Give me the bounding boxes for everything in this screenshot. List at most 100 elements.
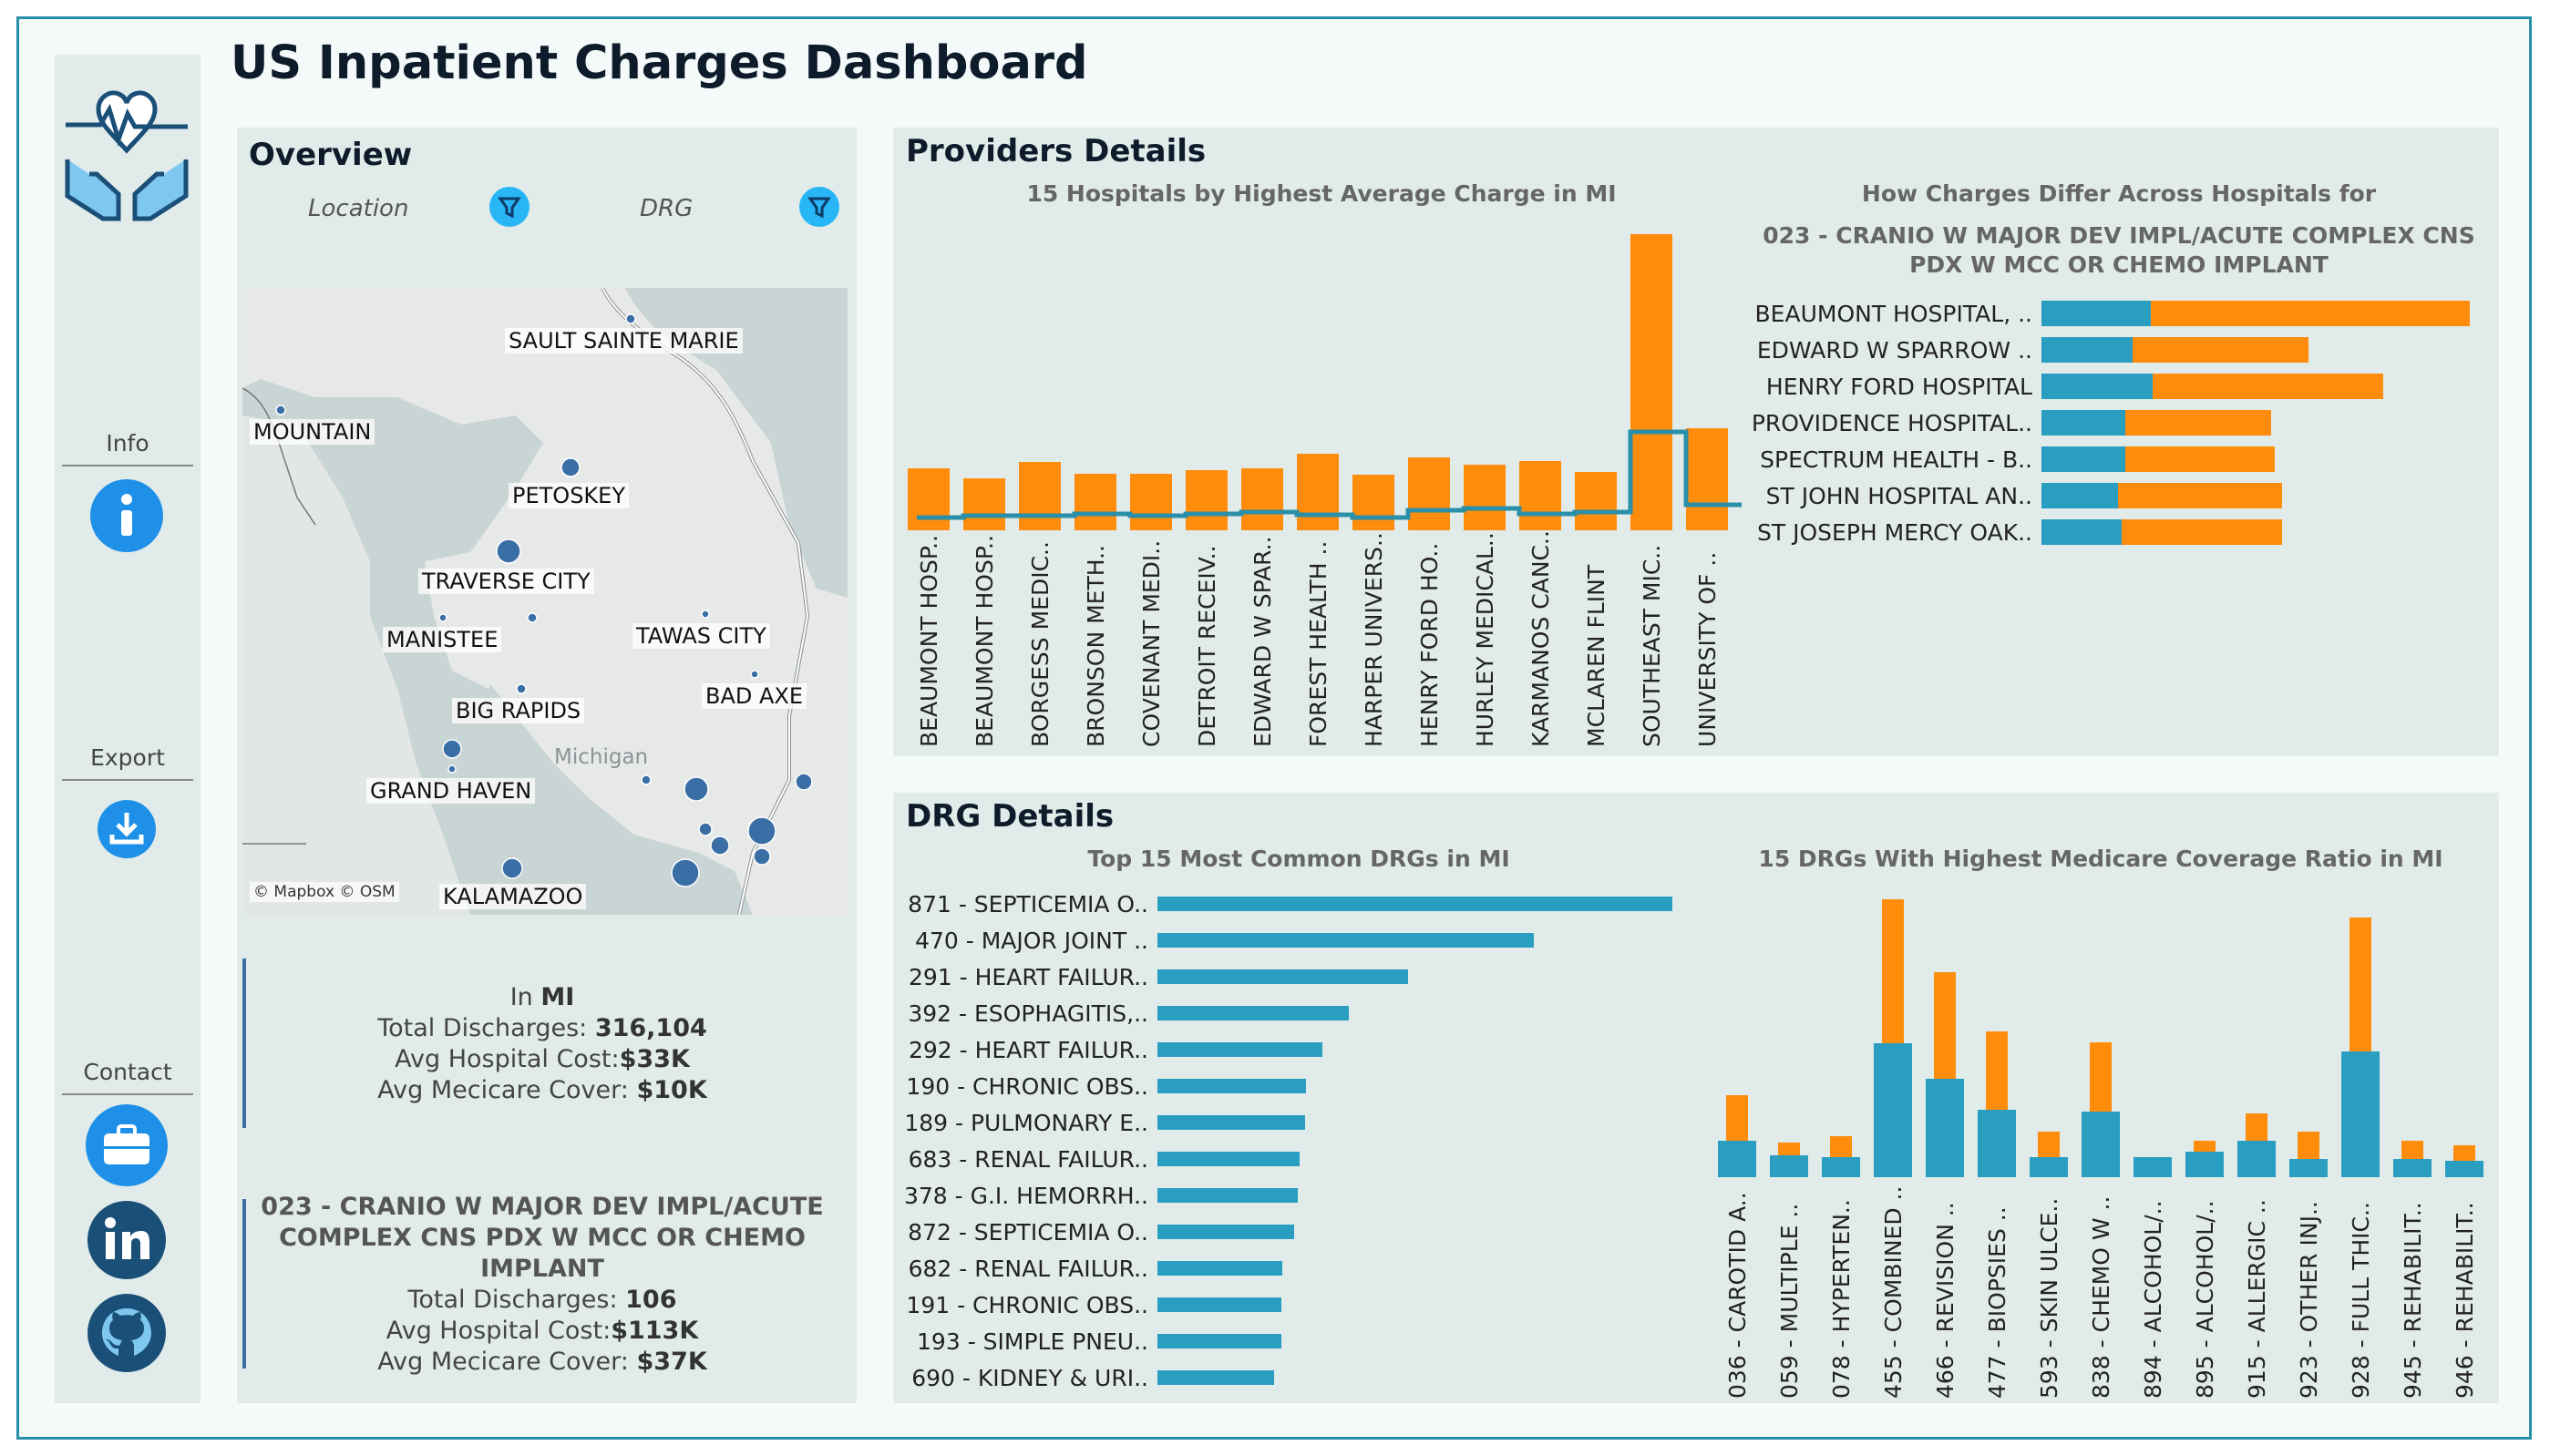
filter-icon	[807, 197, 831, 219]
map-land	[242, 288, 848, 915]
drg-tick-label: 477 - BIOPSIES ..	[1984, 1206, 2010, 1399]
coverage-bar	[2082, 1112, 2120, 1177]
coverage-bar	[2041, 374, 2153, 399]
coverage-bar	[2237, 1141, 2276, 1177]
divider	[62, 465, 193, 467]
github-icon	[102, 1308, 151, 1356]
coverage-bar	[1926, 1079, 1964, 1177]
coverage-bar	[1874, 1043, 1912, 1177]
page-title: US Inpatient Charges Dashboard	[231, 36, 1088, 90]
heart-hands-logo-icon	[65, 90, 189, 221]
divider	[62, 779, 193, 781]
drg-row-label: 470 - MAJOR JOINT ..	[915, 928, 1148, 954]
overview-title: Overview	[249, 137, 413, 173]
drg-tick-label: 466 - REVISION ..	[1932, 1202, 1959, 1399]
hospital-tick-label: HARPER UNIVERS..	[1361, 532, 1387, 747]
hospital-tick-label: BORGESS MEDIC..	[1027, 541, 1054, 747]
location-filter-button[interactable]	[489, 187, 530, 227]
portfolio-button[interactable]	[86, 1104, 168, 1186]
drg-bar	[1157, 933, 1534, 948]
github-button[interactable]	[87, 1294, 166, 1372]
drg-bar	[1157, 1188, 1298, 1203]
discharges-value: 106	[625, 1286, 677, 1314]
drg-bar	[1157, 1152, 1300, 1166]
drg-bar	[1157, 1079, 1306, 1093]
drg-tick-label: 945 - REHABILIT..	[2400, 1202, 2426, 1399]
hospital-row-label: PROVIDENCE HOSPITAL..	[1752, 410, 2032, 436]
coverage-bar	[1978, 1110, 2016, 1177]
state-name: MI	[540, 983, 575, 1011]
coverage-bar	[1822, 1157, 1860, 1177]
info-icon	[121, 494, 132, 536]
drg-bar	[1157, 1225, 1294, 1239]
michigan-map[interactable]: SAULT SAINTE MARIE MOUNTAIN PETOSKEY TRA…	[242, 288, 848, 915]
cover-value: $10K	[636, 1076, 707, 1104]
discharges-label: Total Discharges:	[377, 1014, 595, 1042]
map-city-label: KALAMAZOO	[439, 884, 587, 909]
coverage-bar	[2341, 1051, 2380, 1177]
coverage-bar	[2041, 337, 2133, 363]
drg-tick-label: 895 - ALCOHOL/..	[2192, 1200, 2218, 1399]
accent-bar	[242, 959, 246, 1128]
coverage-bar	[2041, 519, 2122, 545]
contact-label: Contact	[83, 1059, 172, 1085]
hospital-tick-label: EDWARD W SPAR..	[1249, 536, 1276, 747]
hospital-bar	[1074, 474, 1116, 530]
hospital-bar	[1686, 428, 1728, 530]
hospital-bar	[1130, 474, 1172, 530]
state-prefix: In	[509, 983, 541, 1011]
drg-bar	[1157, 1334, 1281, 1348]
drg-tick-label: 036 - CAROTID A..	[1724, 1192, 1751, 1399]
hospital-tick-label: DETROIT RECEIV..	[1194, 545, 1220, 747]
chart-title: How Charges Differ Across Hospitals for	[1861, 180, 2377, 207]
coverage-bar	[2041, 483, 2118, 508]
map-city-label: TRAVERSE CITY	[418, 569, 594, 594]
hospital-bar	[1464, 465, 1506, 530]
hospital-row-label: EDWARD W SPARROW ..	[1757, 337, 2032, 364]
cost-value: $113K	[611, 1317, 699, 1345]
coverage-bar	[2041, 446, 2125, 472]
map-city-label: GRAND HAVEN	[366, 778, 536, 804]
map-city-label: MANISTEE	[383, 627, 502, 652]
coverage-bar	[2041, 301, 2151, 326]
drg-row-label: 872 - SEPTICEMIA O..	[908, 1219, 1148, 1246]
export-button[interactable]	[98, 800, 156, 858]
drg-filter-label: DRG	[640, 195, 694, 222]
hospital-bar	[1352, 475, 1394, 530]
hospital-row-label: SPECTRUM HEALTH - B..	[1760, 446, 2032, 473]
drg-row-label: 292 - HEART FAILUR..	[909, 1037, 1148, 1063]
map-city-label: BAD AXE	[702, 683, 807, 709]
drg-bar	[1157, 1006, 1349, 1020]
drg-tick-label: 928 - FULL THIC..	[2348, 1202, 2374, 1399]
accent-bar	[242, 1199, 246, 1369]
info-button[interactable]	[90, 479, 163, 552]
map-city-label: SAULT SAINTE MARIE	[505, 328, 743, 354]
drg-bar	[1157, 1370, 1274, 1385]
drg-row-label: 189 - PULMONARY E..	[904, 1110, 1148, 1136]
map-credit: © Mapbox © OSM	[250, 882, 399, 902]
drg-bar	[1157, 1297, 1281, 1312]
drg-filter-button[interactable]	[799, 187, 839, 227]
chart-title: 023 - CRANIO W MAJOR DEV IMPL/ACUTE COMP…	[1763, 222, 2475, 249]
drg-row-label: 193 - SIMPLE PNEU..	[917, 1328, 1148, 1355]
hospital-tick-label: UNIVERSITY OF ..	[1694, 552, 1721, 747]
coverage-bar	[2445, 1161, 2483, 1177]
hospital-tick-label: KARMANOS CANC..	[1527, 530, 1554, 747]
filter-icon	[498, 197, 521, 219]
map-city-label: PETOSKEY	[509, 483, 629, 508]
drg-bar	[1157, 1115, 1305, 1130]
cost-label: Avg Hospital Cost:	[395, 1045, 620, 1073]
hospital-tick-label: HURLEY MEDICAL..	[1472, 532, 1498, 747]
drg-row-label: 683 - RENAL FAILUR..	[909, 1146, 1148, 1173]
hospital-bar	[1186, 470, 1228, 530]
providers-title: Providers Details	[906, 133, 1207, 169]
drg-tick-label: 894 - ALCOHOL/..	[2140, 1200, 2166, 1399]
map-region-label: Michigan	[554, 745, 649, 769]
drg-title: DRG Details	[906, 798, 1115, 835]
linkedin-button[interactable]	[87, 1201, 166, 1279]
hospital-tick-label: COVENANT MEDI..	[1138, 540, 1165, 747]
map-city-label: BIG RAPIDS	[452, 698, 585, 723]
hospital-tick-label: MCLAREN FLINT	[1583, 564, 1609, 747]
drg-bar	[1157, 897, 1672, 911]
drg-row-label: 690 - KIDNEY & URI..	[911, 1365, 1148, 1391]
